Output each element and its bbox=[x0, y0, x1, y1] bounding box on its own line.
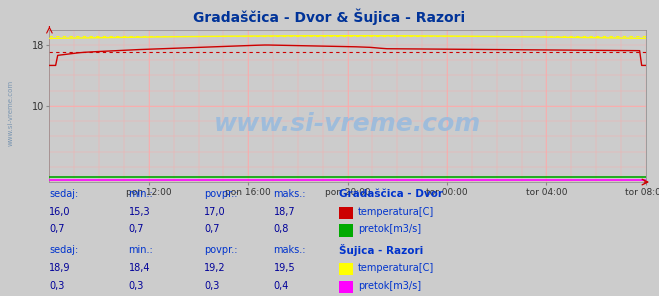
Text: 0,3: 0,3 bbox=[129, 281, 144, 291]
Text: 18,9: 18,9 bbox=[49, 263, 71, 273]
Text: povpr.:: povpr.: bbox=[204, 245, 238, 255]
Text: 18,4: 18,4 bbox=[129, 263, 150, 273]
Text: 19,5: 19,5 bbox=[273, 263, 295, 273]
Text: 0,8: 0,8 bbox=[273, 224, 289, 234]
Text: 0,3: 0,3 bbox=[204, 281, 219, 291]
Text: temperatura[C]: temperatura[C] bbox=[358, 263, 434, 273]
Text: 0,7: 0,7 bbox=[204, 224, 220, 234]
Text: min.:: min.: bbox=[129, 245, 154, 255]
Text: www.si-vreme.com: www.si-vreme.com bbox=[214, 112, 481, 136]
Text: povpr.:: povpr.: bbox=[204, 189, 238, 199]
Text: www.si-vreme.com: www.si-vreme.com bbox=[8, 79, 14, 146]
Text: 19,2: 19,2 bbox=[204, 263, 226, 273]
Text: min.:: min.: bbox=[129, 189, 154, 199]
Text: 0,7: 0,7 bbox=[129, 224, 144, 234]
Text: pretok[m3/s]: pretok[m3/s] bbox=[358, 224, 421, 234]
Text: 0,7: 0,7 bbox=[49, 224, 65, 234]
Text: temperatura[C]: temperatura[C] bbox=[358, 207, 434, 217]
Text: Gradaščica - Dvor: Gradaščica - Dvor bbox=[339, 189, 444, 199]
Text: 0,4: 0,4 bbox=[273, 281, 289, 291]
Text: 18,7: 18,7 bbox=[273, 207, 295, 217]
Text: 15,3: 15,3 bbox=[129, 207, 150, 217]
Text: sedaj:: sedaj: bbox=[49, 189, 78, 199]
Text: 16,0: 16,0 bbox=[49, 207, 71, 217]
Text: maks.:: maks.: bbox=[273, 245, 306, 255]
Text: pretok[m3/s]: pretok[m3/s] bbox=[358, 281, 421, 291]
Text: Gradaščica - Dvor & Šujica - Razori: Gradaščica - Dvor & Šujica - Razori bbox=[194, 9, 465, 25]
Text: sedaj:: sedaj: bbox=[49, 245, 78, 255]
Text: 17,0: 17,0 bbox=[204, 207, 226, 217]
Text: maks.:: maks.: bbox=[273, 189, 306, 199]
Text: Šujica - Razori: Šujica - Razori bbox=[339, 244, 424, 256]
Text: 0,3: 0,3 bbox=[49, 281, 65, 291]
